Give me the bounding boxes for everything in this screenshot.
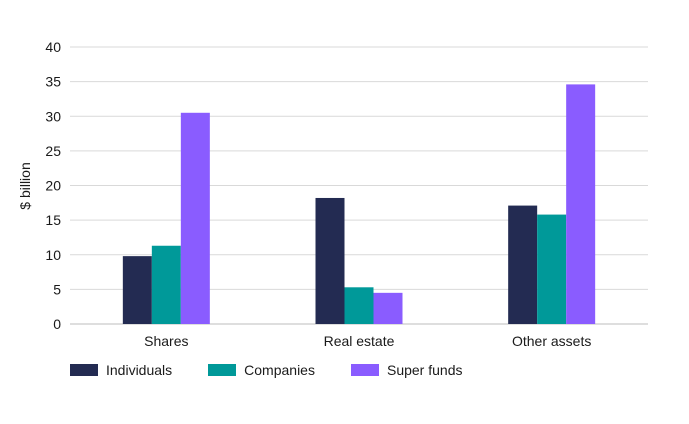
y-tick-label: 20 bbox=[45, 178, 61, 194]
bar-super-funds-other-assets bbox=[566, 84, 596, 325]
bar-companies-shares bbox=[151, 245, 181, 324]
bar-individuals-shares bbox=[122, 256, 152, 324]
bar-individuals-real-estate bbox=[315, 197, 345, 324]
y-tick-label: 40 bbox=[45, 39, 61, 55]
y-tick-label: 25 bbox=[45, 143, 61, 159]
x-tick-label: Shares bbox=[144, 333, 188, 349]
x-tick-label: Other assets bbox=[512, 333, 591, 349]
y-tick-label: 5 bbox=[53, 281, 61, 297]
legend: Individuals Companies Super funds bbox=[70, 362, 498, 378]
legend-swatch-companies bbox=[208, 364, 237, 376]
y-tick-label: 35 bbox=[45, 74, 61, 90]
legend-swatch-individuals bbox=[70, 364, 98, 376]
bars bbox=[122, 84, 596, 325]
y-tick-label: 15 bbox=[45, 212, 61, 228]
x-tick-label: Real estate bbox=[324, 333, 395, 349]
y-tick-label: 10 bbox=[45, 247, 61, 263]
y-axis-label: $ billion bbox=[17, 162, 33, 209]
y-tick-label: 0 bbox=[53, 316, 61, 332]
legend-item-individuals: Individuals bbox=[70, 362, 172, 378]
x-tick-labels: Shares Real estate Other assets bbox=[144, 333, 591, 349]
bar-super-funds-shares bbox=[180, 112, 210, 324]
legend-label-super-funds: Super funds bbox=[386, 362, 463, 378]
bar-super-funds-real-estate bbox=[373, 292, 403, 324]
y-tick-labels: 0 5 10 15 20 25 30 35 40 bbox=[45, 39, 61, 332]
y-tick-label: 30 bbox=[45, 108, 61, 124]
bar-companies-other-assets bbox=[537, 214, 567, 324]
legend-label-individuals: Individuals bbox=[106, 362, 173, 378]
legend-item-companies: Companies bbox=[208, 362, 315, 378]
legend-label-companies: Companies bbox=[244, 362, 315, 378]
legend-swatch-super-funds bbox=[350, 364, 379, 376]
bar-individuals-other-assets bbox=[508, 205, 538, 324]
legend-item-super-funds: Super funds bbox=[350, 362, 463, 378]
bar-companies-real-estate bbox=[344, 287, 374, 324]
